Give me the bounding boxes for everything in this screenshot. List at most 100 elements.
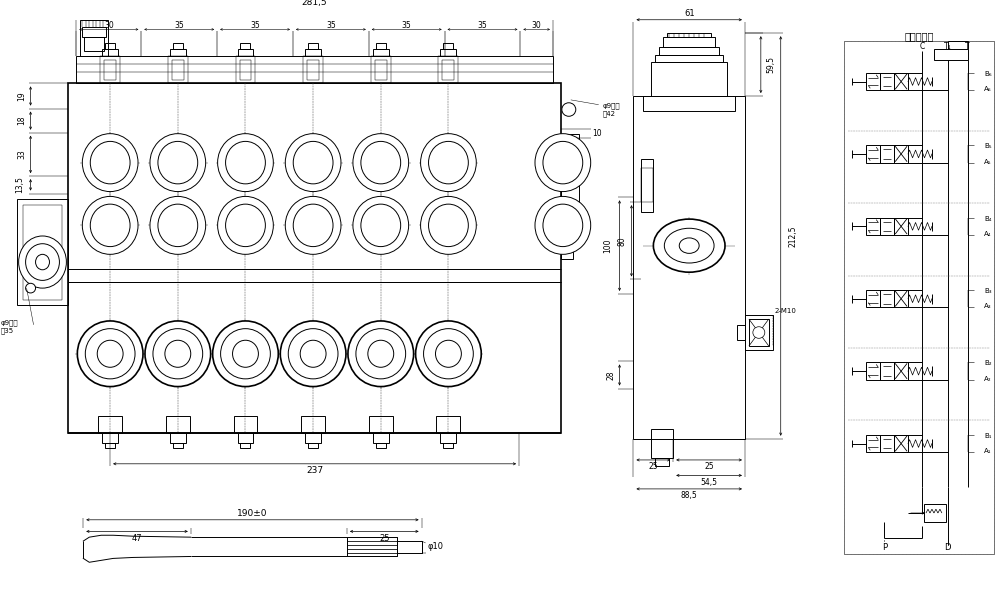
Ellipse shape	[158, 142, 198, 184]
Bar	[23, 205, 62, 300]
Bar	[238, 49, 253, 57]
Bar	[894, 290, 908, 307]
Ellipse shape	[368, 340, 394, 367]
Text: 30: 30	[104, 21, 114, 30]
Text: A₆: A₆	[984, 86, 992, 92]
Text: 25: 25	[379, 534, 390, 543]
Ellipse shape	[85, 329, 135, 379]
Bar	[173, 443, 183, 448]
Bar	[894, 435, 908, 452]
Bar	[17, 199, 68, 306]
Text: 35: 35	[250, 21, 260, 30]
Bar	[376, 443, 386, 448]
Text: P: P	[882, 544, 887, 552]
Bar	[866, 218, 880, 235]
Bar	[240, 443, 250, 448]
Bar	[373, 433, 389, 443]
Bar	[80, 20, 108, 57]
Ellipse shape	[288, 329, 338, 379]
Text: C: C	[919, 42, 925, 51]
Bar	[170, 433, 186, 443]
Bar	[880, 218, 894, 235]
Bar	[347, 541, 397, 545]
Text: 100: 100	[603, 239, 612, 253]
Text: B₅: B₅	[984, 143, 992, 149]
Text: 10: 10	[593, 129, 602, 138]
Bar	[442, 60, 454, 79]
Ellipse shape	[26, 244, 59, 281]
Bar	[651, 429, 673, 458]
Bar	[82, 27, 106, 37]
Bar	[641, 159, 653, 212]
Bar	[100, 57, 120, 84]
Text: B₃: B₃	[984, 288, 992, 294]
Bar	[234, 415, 257, 433]
Bar	[561, 230, 573, 259]
Text: A₁: A₁	[984, 448, 992, 454]
Ellipse shape	[361, 204, 401, 246]
Ellipse shape	[664, 228, 714, 263]
Ellipse shape	[535, 196, 591, 254]
Bar	[659, 47, 719, 54]
Bar	[934, 49, 968, 60]
Bar	[880, 362, 894, 380]
Bar	[373, 49, 389, 57]
Ellipse shape	[19, 236, 66, 288]
Ellipse shape	[82, 196, 138, 254]
Ellipse shape	[356, 329, 406, 379]
Bar	[643, 96, 735, 112]
Bar	[894, 145, 908, 163]
Ellipse shape	[150, 134, 206, 192]
Bar	[438, 57, 458, 84]
Text: B₄: B₄	[984, 215, 992, 221]
Bar	[236, 57, 255, 84]
Bar	[240, 60, 251, 79]
Bar	[102, 433, 118, 443]
Bar	[170, 49, 186, 57]
Bar	[347, 553, 397, 556]
Bar	[440, 49, 456, 57]
Bar	[397, 541, 422, 553]
Text: φ9通孔
深35: φ9通孔 深35	[1, 320, 18, 334]
Ellipse shape	[158, 204, 198, 246]
Bar	[240, 43, 250, 49]
Bar	[105, 43, 115, 49]
Ellipse shape	[280, 321, 346, 387]
Bar	[866, 290, 880, 307]
Ellipse shape	[218, 196, 273, 254]
Bar	[667, 34, 711, 37]
Ellipse shape	[429, 204, 468, 246]
Text: 33: 33	[17, 149, 26, 159]
Circle shape	[562, 102, 576, 117]
Bar	[655, 458, 669, 466]
Bar	[443, 43, 453, 49]
Ellipse shape	[213, 321, 278, 387]
Bar	[305, 433, 321, 443]
Bar	[436, 415, 460, 433]
Text: A₅: A₅	[984, 159, 992, 165]
Text: 13,5: 13,5	[15, 176, 24, 193]
Ellipse shape	[543, 142, 583, 184]
Bar	[655, 54, 723, 62]
Text: B₆: B₆	[984, 71, 992, 77]
Text: A₃: A₃	[984, 303, 992, 309]
Text: φ10: φ10	[428, 542, 444, 551]
Bar	[880, 290, 894, 307]
Bar	[641, 168, 653, 202]
Ellipse shape	[293, 204, 333, 246]
Text: 212,5: 212,5	[788, 225, 797, 246]
Ellipse shape	[421, 196, 476, 254]
Bar	[633, 96, 745, 439]
Bar	[369, 415, 393, 433]
Ellipse shape	[97, 340, 123, 367]
Text: A₂: A₂	[984, 376, 992, 382]
Ellipse shape	[435, 340, 461, 367]
Bar	[376, 43, 386, 49]
Ellipse shape	[679, 238, 699, 253]
Ellipse shape	[36, 254, 49, 270]
Bar	[866, 145, 880, 163]
Bar	[84, 37, 104, 51]
Text: T₁: T₁	[944, 42, 952, 51]
Bar	[375, 60, 387, 79]
Bar	[737, 325, 745, 340]
